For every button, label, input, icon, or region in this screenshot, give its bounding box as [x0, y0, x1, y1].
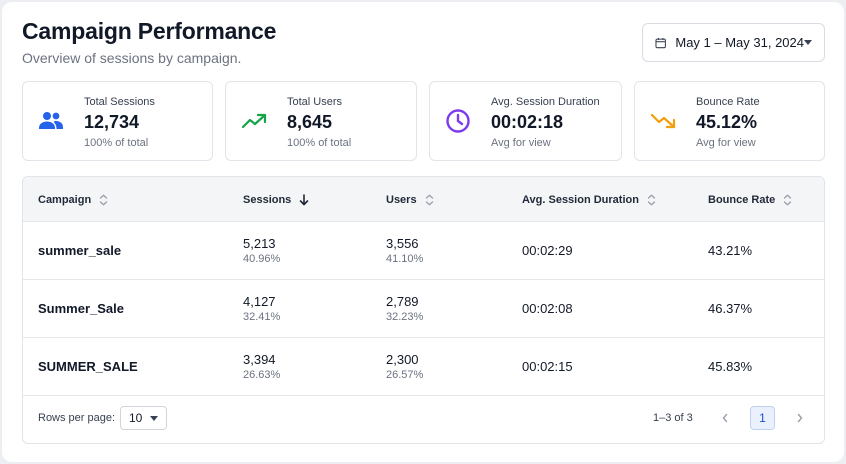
table-row: SUMMER_SALE 3,394 26.63% 2,300 26.57% 00:0… [23, 338, 824, 396]
stat-value: 12,734 [84, 112, 140, 132]
stat-card-avg-session-duration: Avg. Session Duration 00:02:18 Avg for v… [429, 81, 622, 161]
cell-duration: 00:02:15 [522, 338, 573, 395]
chevron-left-icon [722, 413, 728, 423]
cell-campaign: Summer_Sale [38, 280, 124, 337]
sessions-value: 5,213 [243, 236, 276, 251]
stat-subtext: 100% of total [287, 137, 352, 149]
campaign-name: SUMMER_SALE [38, 359, 138, 374]
column-header-users[interactable]: Users [386, 177, 434, 222]
users-value: 3,556 [386, 236, 419, 251]
bounce-value: 43.21% [708, 243, 753, 258]
calendar-icon [655, 37, 666, 48]
stat-card-total-users: Total Users 8,645 100% of total [225, 81, 417, 161]
stat-card-bounce-rate: Bounce Rate 45.12% Avg for view [634, 81, 825, 161]
column-label: Sessions [243, 193, 292, 206]
next-page-button[interactable] [790, 408, 810, 428]
stat-value: 00:02:18 [491, 112, 564, 132]
bounce-value: 46.37% [708, 301, 753, 316]
users-percent: 26.57% [386, 369, 424, 381]
cell-bounce-rate: 45.83% [708, 338, 752, 395]
stat-label: Total Users [287, 96, 343, 108]
table-row: summer_sale 5,213 40.96% 3,556 41.10% 00:0… [23, 222, 824, 280]
users-percent: 41.10% [386, 253, 424, 265]
stat-value: 8,645 [287, 112, 333, 132]
duration-value: 00:02:08 [522, 301, 573, 316]
cell-users: 2,789 32.23% [386, 280, 423, 337]
duration-value: 00:02:15 [522, 359, 573, 374]
column-header-campaign[interactable]: Campaign [38, 177, 108, 222]
users-value: 2,300 [386, 352, 419, 367]
column-header-bounce-rate[interactable]: Bounce Rate [708, 177, 792, 222]
cell-sessions: 5,213 40.96% [243, 222, 280, 279]
cell-duration: 00:02:29 [522, 222, 573, 279]
users-value: 2,789 [386, 294, 419, 309]
stat-subtext: Avg for view [696, 137, 756, 149]
column-label: Campaign [38, 193, 92, 206]
stat-value: 45.12% [696, 112, 758, 132]
cell-users: 3,556 41.10% [386, 222, 423, 279]
rows-per-page-label: Rows per page: [38, 412, 116, 424]
cell-bounce-rate: 43.21% [708, 222, 752, 279]
clock-icon [446, 109, 470, 133]
sort-icon [784, 194, 792, 206]
sort-descending-icon [300, 193, 309, 205]
table-row: Summer_Sale 4,127 32.41% 2,789 32.23% 00:0… [23, 280, 824, 338]
cell-campaign: summer_sale [38, 222, 121, 279]
trending-down-icon [650, 113, 676, 129]
sessions-value: 3,394 [243, 352, 276, 367]
chevron-down-icon [804, 40, 812, 45]
sessions-percent: 40.96% [243, 253, 281, 265]
cell-duration: 00:02:08 [522, 280, 573, 337]
users-percent: 32.23% [386, 311, 424, 323]
bounce-value: 45.83% [708, 359, 753, 374]
table-footer: Rows per page: 10 1–3 of 3 1 [23, 395, 824, 443]
column-label: Bounce Rate [708, 193, 776, 206]
cell-bounce-rate: 46.37% [708, 280, 752, 337]
column-label: Users [386, 193, 417, 206]
stat-label: Bounce Rate [696, 96, 760, 108]
column-header-avg-session-duration[interactable]: Avg. Session Duration [522, 177, 656, 222]
table-header: Campaign Sessions Users Avg. Session Dur… [23, 177, 824, 222]
column-header-sessions[interactable]: Sessions [243, 177, 309, 222]
date-range-picker[interactable]: May 1 – May 31, 2024 [642, 23, 825, 62]
sessions-value: 4,127 [243, 294, 276, 309]
cell-sessions: 3,394 26.63% [243, 338, 280, 395]
sessions-percent: 26.63% [243, 369, 281, 381]
campaign-table: Campaign Sessions Users Avg. Session Dur… [22, 176, 825, 444]
stat-subtext: Avg for view [491, 137, 551, 149]
rows-per-page-select[interactable]: 10 [120, 406, 167, 430]
stat-subtext: 100% of total [84, 137, 149, 149]
stat-label: Total Sessions [84, 96, 155, 108]
stat-card-total-sessions: Total Sessions 12,734 100% of total [22, 81, 213, 161]
column-label: Avg. Session Duration [522, 193, 639, 206]
users-icon [39, 112, 63, 129]
sessions-percent: 32.41% [243, 311, 281, 323]
campaign-name: Summer_Sale [38, 301, 124, 316]
sort-icon [425, 194, 433, 206]
cell-sessions: 4,127 32.41% [243, 280, 280, 337]
duration-value: 00:02:29 [522, 243, 573, 258]
rows-per-page-value: 10 [129, 411, 143, 425]
date-range-label: May 1 – May 31, 2024 [675, 35, 804, 50]
campaign-name: summer_sale [38, 243, 122, 258]
cell-campaign: SUMMER_SALE [38, 338, 138, 395]
chevron-down-icon [150, 415, 158, 421]
pagination-range: 1–3 of 3 [653, 412, 693, 424]
chevron-right-icon [797, 413, 803, 423]
stat-label: Avg. Session Duration [491, 96, 600, 108]
page-subtitle: Overview of sessions by campaign. [22, 50, 242, 66]
page-title: Campaign Performance [22, 18, 277, 44]
previous-page-button[interactable] [715, 408, 735, 428]
sort-icon [647, 194, 656, 206]
cell-users: 2,300 26.57% [386, 338, 423, 395]
sort-icon [99, 194, 108, 206]
trending-up-icon [241, 113, 267, 129]
page-button-current[interactable]: 1 [750, 406, 775, 430]
